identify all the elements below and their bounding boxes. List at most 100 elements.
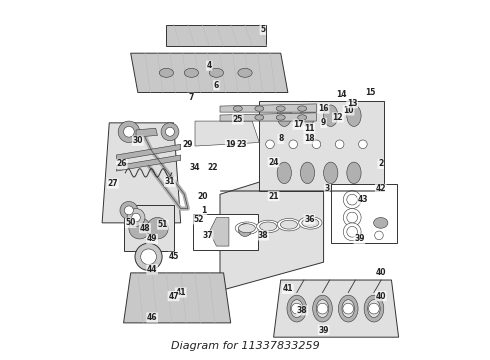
Text: 52: 52 xyxy=(194,215,204,224)
Polygon shape xyxy=(209,217,229,246)
Polygon shape xyxy=(195,121,259,146)
FancyBboxPatch shape xyxy=(193,214,258,249)
Ellipse shape xyxy=(260,222,277,231)
Polygon shape xyxy=(273,280,398,337)
Polygon shape xyxy=(136,128,157,137)
Ellipse shape xyxy=(339,295,358,322)
Text: 34: 34 xyxy=(190,163,200,172)
Ellipse shape xyxy=(277,219,300,231)
Ellipse shape xyxy=(323,105,338,126)
FancyBboxPatch shape xyxy=(331,184,397,243)
Ellipse shape xyxy=(368,300,380,318)
Text: 39: 39 xyxy=(354,234,365,243)
Text: 24: 24 xyxy=(269,158,279,167)
Ellipse shape xyxy=(300,105,315,126)
Ellipse shape xyxy=(209,68,223,77)
Ellipse shape xyxy=(159,68,173,77)
Circle shape xyxy=(120,202,138,219)
Text: 30: 30 xyxy=(133,136,143,145)
Ellipse shape xyxy=(300,162,315,184)
Circle shape xyxy=(343,303,354,314)
Polygon shape xyxy=(117,144,181,160)
Ellipse shape xyxy=(323,162,338,184)
Circle shape xyxy=(347,226,358,237)
Circle shape xyxy=(266,140,274,149)
Text: 38: 38 xyxy=(258,231,268,240)
Text: 18: 18 xyxy=(304,134,315,143)
Text: 1: 1 xyxy=(201,206,207,215)
Text: 26: 26 xyxy=(117,159,127,168)
Polygon shape xyxy=(123,205,173,251)
Ellipse shape xyxy=(276,115,285,120)
Text: 27: 27 xyxy=(107,179,118,188)
Polygon shape xyxy=(102,123,181,223)
Text: 22: 22 xyxy=(208,163,218,172)
Ellipse shape xyxy=(373,217,388,228)
Text: 38: 38 xyxy=(297,306,307,315)
Text: 37: 37 xyxy=(202,231,213,240)
Text: 5: 5 xyxy=(260,26,266,35)
Circle shape xyxy=(141,249,156,265)
Text: 43: 43 xyxy=(358,195,368,204)
Text: 47: 47 xyxy=(168,292,179,301)
Circle shape xyxy=(118,121,140,143)
Text: 16: 16 xyxy=(318,104,329,113)
Text: 6: 6 xyxy=(214,81,219,90)
Ellipse shape xyxy=(255,106,264,111)
Circle shape xyxy=(147,217,168,239)
Circle shape xyxy=(289,140,297,149)
Text: 41: 41 xyxy=(283,284,293,293)
Circle shape xyxy=(359,140,367,149)
Circle shape xyxy=(347,194,358,205)
Text: 48: 48 xyxy=(140,224,150,233)
Circle shape xyxy=(127,208,145,226)
Polygon shape xyxy=(220,113,317,121)
Circle shape xyxy=(132,213,140,222)
Text: 39: 39 xyxy=(318,325,329,334)
Ellipse shape xyxy=(298,115,307,120)
Text: 25: 25 xyxy=(233,115,243,124)
Ellipse shape xyxy=(277,162,292,184)
Ellipse shape xyxy=(276,106,285,111)
Circle shape xyxy=(347,212,358,223)
Text: 21: 21 xyxy=(269,192,279,201)
Ellipse shape xyxy=(235,222,258,234)
Circle shape xyxy=(317,303,328,314)
Text: 46: 46 xyxy=(147,313,157,322)
Text: 23: 23 xyxy=(236,140,246,149)
Text: 4: 4 xyxy=(207,61,212,70)
Ellipse shape xyxy=(257,220,280,233)
Text: 20: 20 xyxy=(197,192,207,201)
Polygon shape xyxy=(167,24,267,46)
Circle shape xyxy=(123,126,134,137)
Circle shape xyxy=(292,303,302,314)
Text: Diagram for 11337833259: Diagram for 11337833259 xyxy=(171,342,319,351)
Circle shape xyxy=(375,231,383,240)
Circle shape xyxy=(239,224,251,237)
Ellipse shape xyxy=(238,224,255,233)
Text: 40: 40 xyxy=(375,292,386,301)
Circle shape xyxy=(161,123,179,141)
Polygon shape xyxy=(259,102,384,191)
Ellipse shape xyxy=(280,220,297,229)
Circle shape xyxy=(343,223,361,241)
Circle shape xyxy=(129,217,150,239)
Ellipse shape xyxy=(233,106,243,111)
Ellipse shape xyxy=(347,105,361,126)
Ellipse shape xyxy=(184,68,198,77)
Circle shape xyxy=(124,206,133,215)
Text: 14: 14 xyxy=(336,90,347,99)
Text: 17: 17 xyxy=(294,120,304,129)
Polygon shape xyxy=(131,53,288,93)
Text: 13: 13 xyxy=(347,99,357,108)
Text: 40: 40 xyxy=(375,268,386,277)
Ellipse shape xyxy=(287,295,307,322)
Text: 11: 11 xyxy=(304,124,315,133)
Text: 9: 9 xyxy=(321,118,326,127)
Circle shape xyxy=(166,127,174,136)
Text: 41: 41 xyxy=(175,288,186,297)
Text: 2: 2 xyxy=(378,159,383,168)
Ellipse shape xyxy=(277,105,292,126)
Text: 19: 19 xyxy=(225,140,236,149)
Text: 31: 31 xyxy=(165,177,175,186)
